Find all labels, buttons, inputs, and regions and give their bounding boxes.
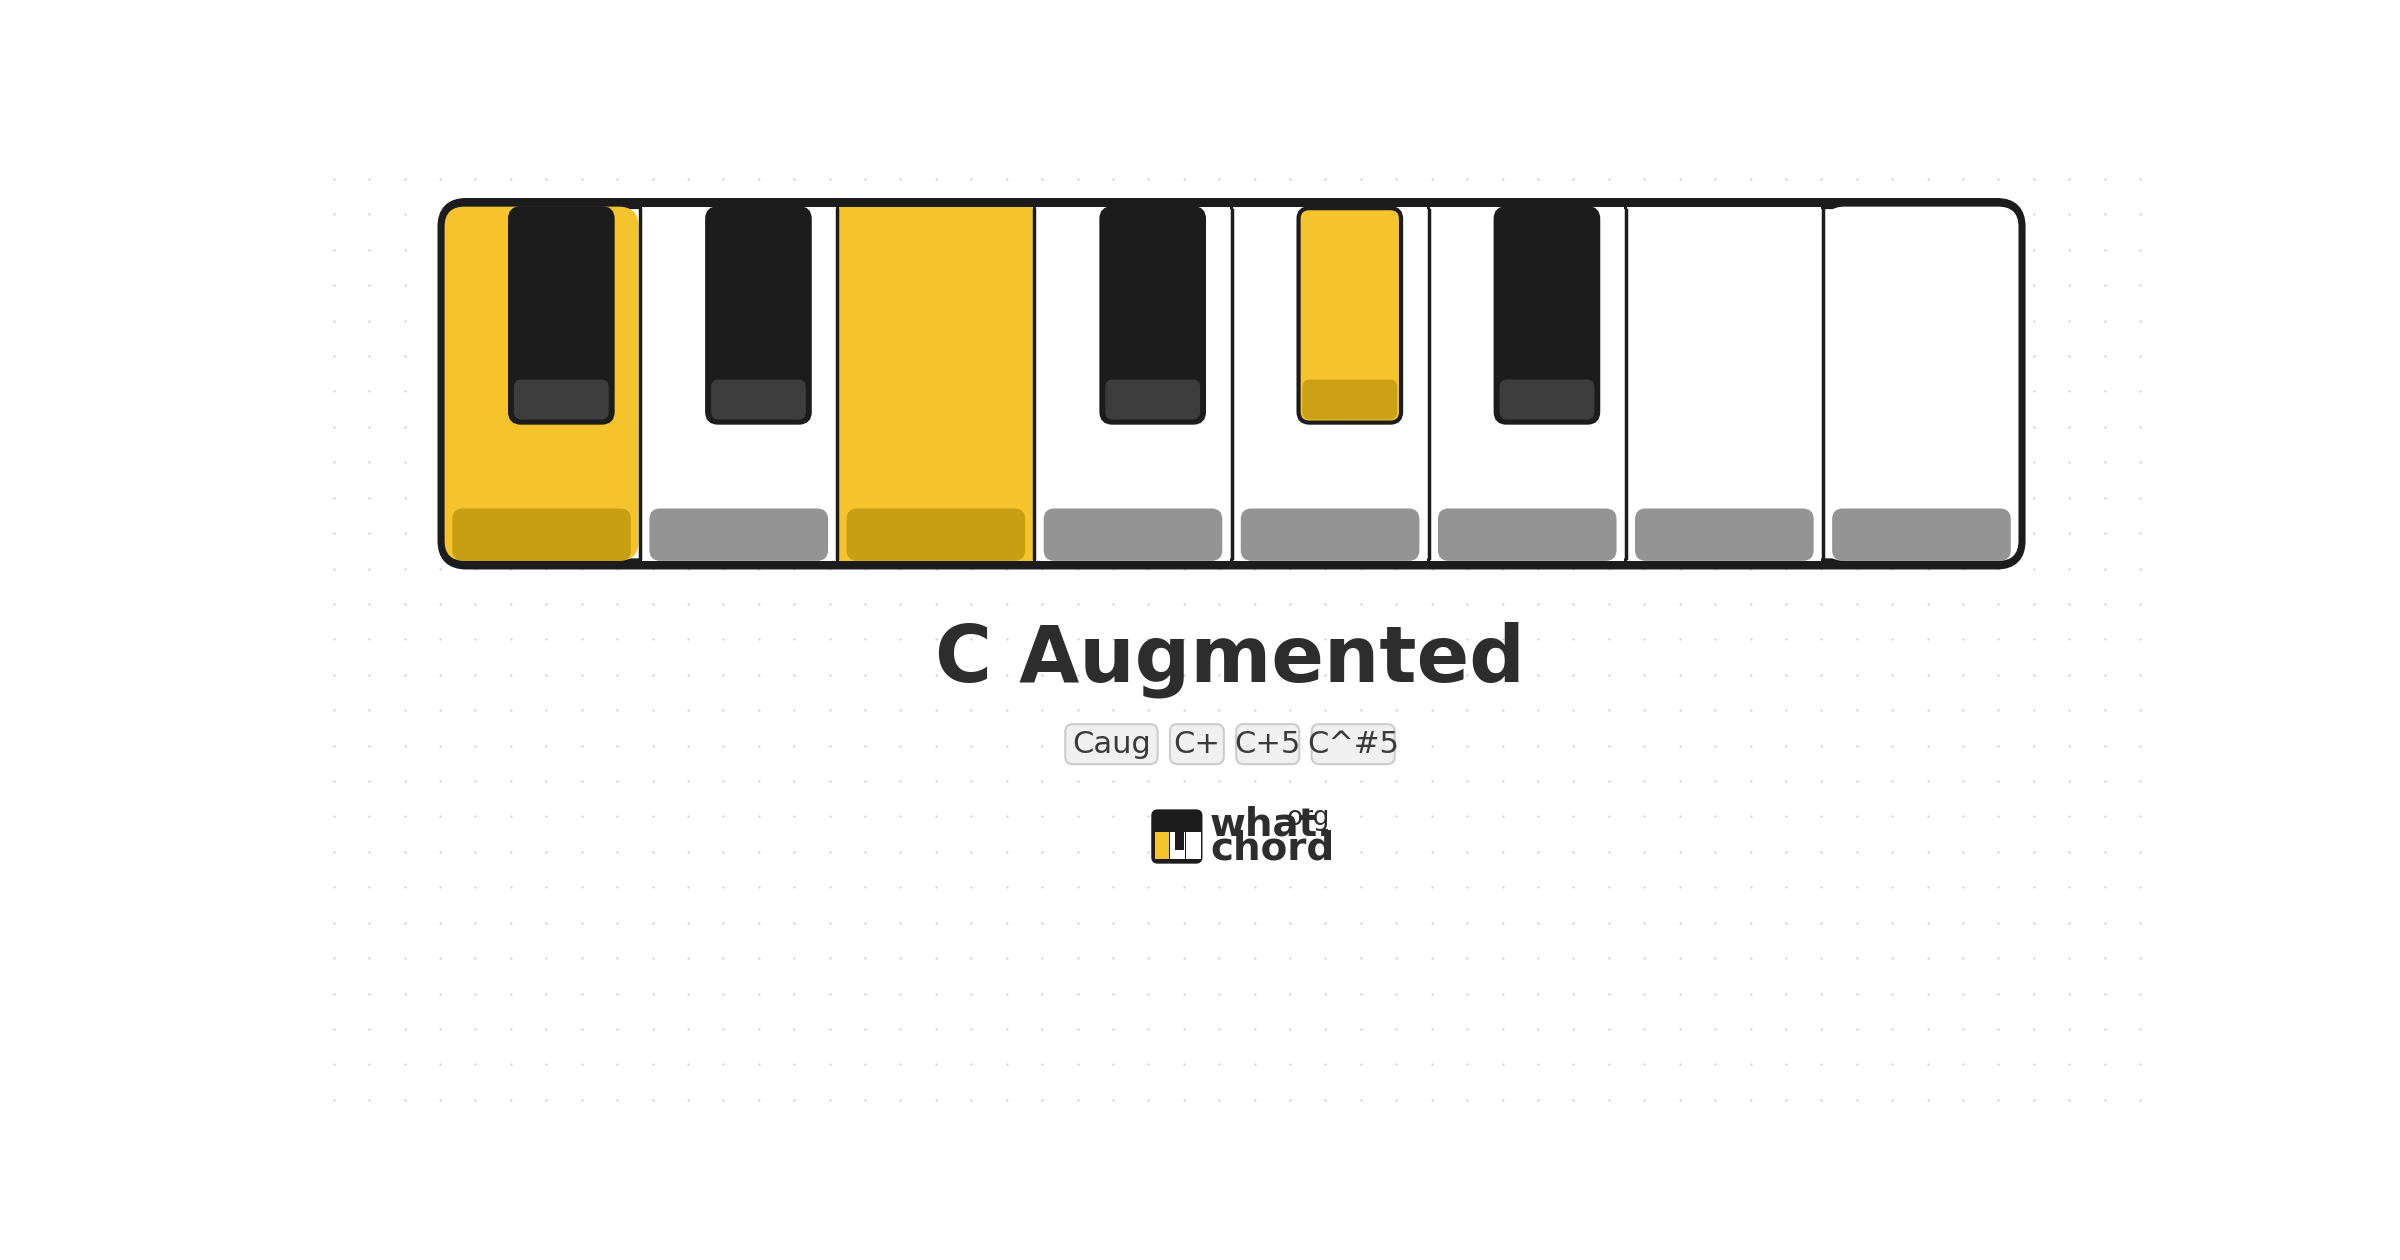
Text: C^#5: C^#5 bbox=[1308, 730, 1399, 759]
FancyBboxPatch shape bbox=[514, 379, 610, 420]
FancyBboxPatch shape bbox=[1044, 509, 1222, 561]
FancyBboxPatch shape bbox=[1066, 724, 1157, 764]
Bar bbox=[1171, 833, 1186, 859]
FancyBboxPatch shape bbox=[710, 379, 806, 420]
Text: C+5: C+5 bbox=[1234, 730, 1301, 759]
FancyBboxPatch shape bbox=[847, 509, 1025, 561]
Text: Caug: Caug bbox=[1073, 730, 1150, 759]
FancyBboxPatch shape bbox=[444, 204, 2021, 564]
Text: org: org bbox=[1286, 805, 1330, 832]
FancyBboxPatch shape bbox=[650, 509, 828, 561]
FancyBboxPatch shape bbox=[1106, 379, 1200, 420]
Text: chord: chord bbox=[1210, 830, 1334, 868]
FancyBboxPatch shape bbox=[1241, 509, 1418, 561]
Text: C+: C+ bbox=[1174, 730, 1219, 759]
FancyBboxPatch shape bbox=[1824, 207, 2018, 561]
FancyBboxPatch shape bbox=[1236, 724, 1298, 764]
FancyBboxPatch shape bbox=[1102, 208, 1205, 422]
FancyBboxPatch shape bbox=[1303, 379, 1397, 420]
Bar bbox=[1234, 207, 1428, 561]
Bar bbox=[1159, 833, 1166, 849]
FancyBboxPatch shape bbox=[1500, 379, 1594, 420]
Bar bbox=[1430, 207, 1625, 561]
Bar bbox=[840, 207, 1032, 561]
FancyBboxPatch shape bbox=[1169, 724, 1224, 764]
Bar bbox=[1037, 207, 1231, 561]
Bar bbox=[1154, 833, 1169, 859]
FancyBboxPatch shape bbox=[708, 208, 809, 422]
FancyBboxPatch shape bbox=[451, 509, 631, 561]
FancyBboxPatch shape bbox=[444, 207, 638, 561]
FancyBboxPatch shape bbox=[1152, 811, 1200, 862]
Bar bbox=[1176, 833, 1183, 849]
Bar bbox=[1186, 833, 1200, 859]
FancyBboxPatch shape bbox=[1831, 509, 2011, 561]
FancyBboxPatch shape bbox=[1298, 208, 1402, 422]
Text: C Augmented: C Augmented bbox=[936, 621, 1524, 698]
FancyBboxPatch shape bbox=[1438, 509, 1618, 561]
FancyBboxPatch shape bbox=[1313, 724, 1394, 764]
Bar bbox=[641, 207, 835, 561]
FancyBboxPatch shape bbox=[1495, 208, 1598, 422]
Bar bbox=[1627, 207, 1822, 561]
FancyBboxPatch shape bbox=[511, 208, 612, 422]
FancyBboxPatch shape bbox=[1634, 509, 1814, 561]
Text: what.: what. bbox=[1210, 805, 1332, 843]
